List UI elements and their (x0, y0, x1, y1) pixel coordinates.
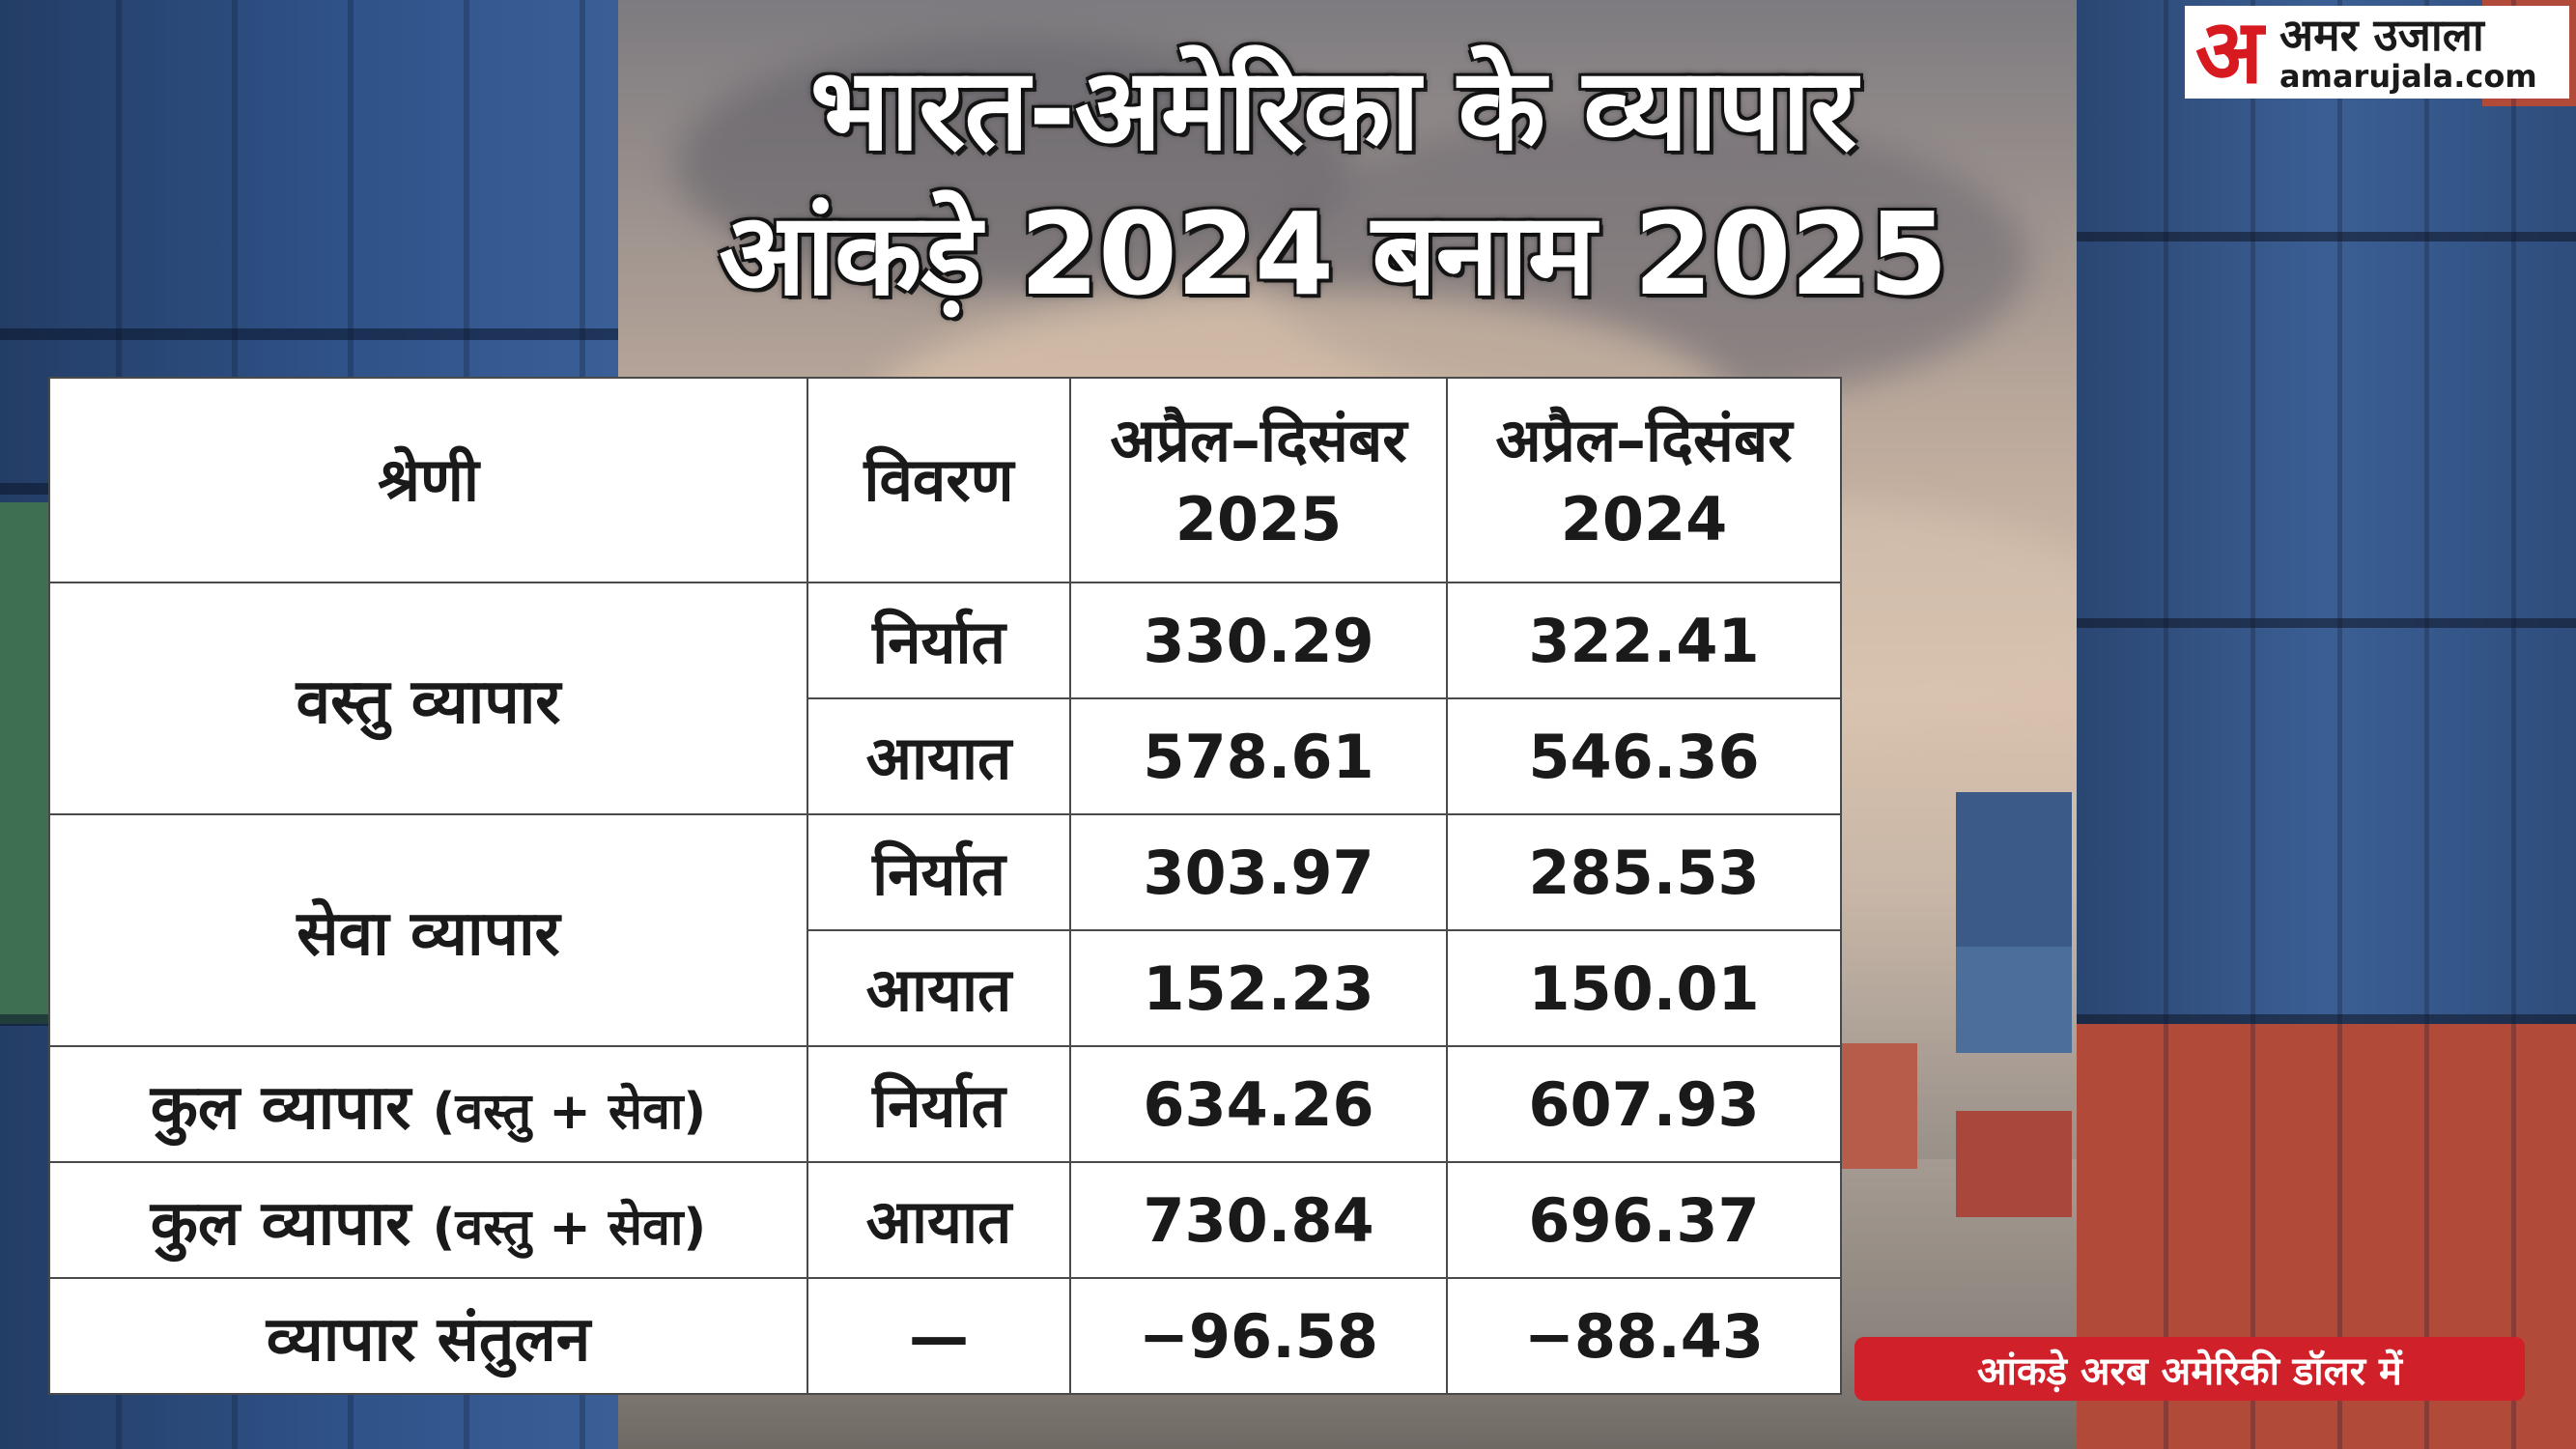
value-2025-cell: 730.84 (1069, 1161, 1448, 1279)
header-period-2024-line2: 2024 (1560, 484, 1728, 554)
value-2025-cell: 303.97 (1069, 813, 1448, 931)
value-2024-cell: 696.37 (1446, 1161, 1842, 1279)
table-row: वस्तु व्यापार निर्यात 330.29 322.41 (48, 582, 1842, 815)
header-period-2025-line2: 2025 (1175, 484, 1343, 554)
category-total-import: कुल व्यापार (वस्तु + सेवा) (48, 1161, 808, 1279)
detail-cell: निर्यात (807, 1045, 1071, 1163)
category-total-export-main: कुल व्यापार (150, 1071, 411, 1144)
category-services: सेवा व्यापार (48, 813, 808, 1047)
value-2024-cell: 322.41 (1446, 582, 1842, 699)
title-line-1: भारत-अमेरिका के व्यापार (809, 43, 1857, 176)
table-row: सेवा व्यापार निर्यात 303.97 285.53 (48, 813, 1842, 1047)
value-2025-cell: −96.58 (1069, 1277, 1448, 1395)
category-total-export-paren: (वस्तु + सेवा) (432, 1082, 707, 1141)
amar-ujala-logo[interactable]: अ अमर उजाला amarujala.com (2185, 6, 2569, 99)
logo-name: अमर उजाला (2279, 9, 2484, 61)
logo-url: amarujala.com (2279, 58, 2537, 95)
value-2024-cell: 546.36 (1446, 697, 1842, 815)
header-period-2024-line1: अप्रैल–दिसंबर (1495, 405, 1793, 475)
trade-table: श्रेणी विवरण अप्रैल–दिसंबर 2025 अप्रैल–द… (48, 377, 1842, 1395)
value-2025-cell: 330.29 (1069, 582, 1448, 699)
table-row: कुल व्यापार (वस्तु + सेवा) निर्यात 634.2… (48, 1045, 1842, 1163)
table-row: आयात 578.61 546.36 (49, 697, 1842, 815)
logo-mark-icon: अ (2194, 0, 2264, 103)
category-total-export: कुल व्यापार (वस्तु + सेवा) (48, 1045, 808, 1163)
header-period-2025-line1: अप्रैल–दिसंबर (1110, 405, 1407, 475)
value-2024-cell: −88.43 (1446, 1277, 1842, 1395)
right-container-stack (2077, 0, 2576, 1449)
category-total-import-paren: (वस्तु + सेवा) (432, 1198, 707, 1257)
value-2025-cell: 634.26 (1069, 1045, 1448, 1163)
value-2024-cell: 285.53 (1446, 813, 1842, 931)
title-line-2: आंकड़े 2024 बनाम 2025 (719, 187, 1947, 321)
value-2025-cell: 152.23 (1069, 929, 1448, 1047)
category-total-import-main: कुल व्यापार (150, 1187, 411, 1260)
header-period-2024: अप्रैल–दिसंबर 2024 (1446, 377, 1842, 583)
detail-cell: — (807, 1277, 1071, 1395)
detail-cell: निर्यात (807, 582, 1071, 699)
category-trade-balance: व्यापार संतुलन (48, 1277, 808, 1395)
value-2024-cell: 607.93 (1446, 1045, 1842, 1163)
header-details: विवरण (807, 377, 1071, 583)
table-header-row: श्रेणी विवरण अप्रैल–दिसंबर 2025 अप्रैल–द… (48, 377, 1842, 583)
detail-cell: आयात (807, 929, 1071, 1047)
detail-cell: आयात (807, 697, 1071, 815)
header-period-2025: अप्रैल–दिसंबर 2025 (1069, 377, 1448, 583)
table-row: आयात 152.23 150.01 (49, 929, 1842, 1047)
value-2024-cell: 150.01 (1446, 929, 1842, 1047)
category-goods: वस्तु व्यापार (48, 582, 808, 815)
unit-note-badge: आंकड़े अरब अमेरिकी डॉलर में (1854, 1337, 2525, 1401)
page-title: भारत-अमेरिका के व्यापार आंकड़े 2024 बनाम… (541, 37, 2125, 327)
header-category: श्रेणी (48, 377, 808, 583)
value-2025-cell: 578.61 (1069, 697, 1448, 815)
detail-cell: निर्यात (807, 813, 1071, 931)
table-row: व्यापार संतुलन — −96.58 −88.43 (48, 1277, 1842, 1395)
detail-cell: आयात (807, 1161, 1071, 1279)
table-row: कुल व्यापार (वस्तु + सेवा) आयात 730.84 6… (48, 1161, 1842, 1279)
